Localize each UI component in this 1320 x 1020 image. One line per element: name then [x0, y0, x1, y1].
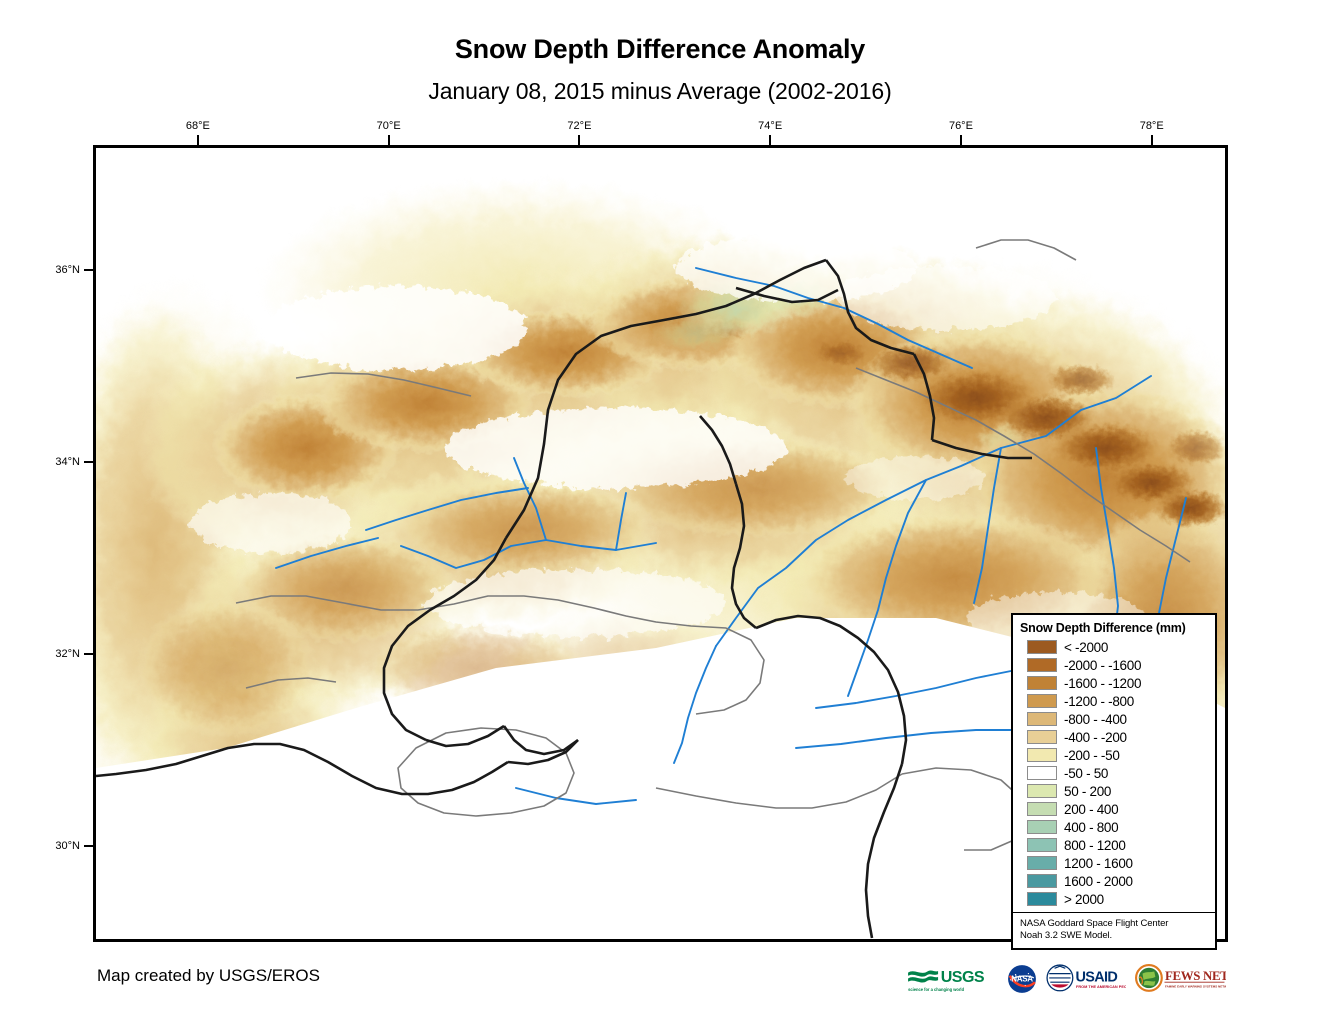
legend-label: -1600 - -1200 — [1064, 675, 1142, 691]
longitude-tick — [196, 135, 199, 145]
page-subtitle: January 08, 2015 minus Average (2002-201… — [428, 78, 892, 104]
latitude-tick — [84, 844, 94, 847]
legend-swatch — [1027, 694, 1057, 708]
legend-item: < -2000 — [1019, 638, 1209, 656]
latitude-tick — [84, 460, 94, 463]
svg-text:science for a changing world: science for a changing world — [908, 987, 965, 992]
legend-swatch — [1027, 712, 1057, 726]
longitude-tick — [769, 135, 772, 145]
legend-panel: Snow Depth Difference (mm) < -2000 -2000 … — [1011, 613, 1217, 950]
latitude-tick-label: 34°N — [55, 455, 80, 468]
svg-text:USAID: USAID — [1075, 970, 1117, 986]
usgs-logo[interactable]: USGS science for a changing world — [907, 964, 998, 994]
legend-item: -200 - -50 — [1019, 746, 1209, 764]
legend-item: 50 - 200 — [1019, 782, 1209, 800]
longitude-tick-label: 76°E — [948, 120, 973, 132]
svg-text:FAMINE EARLY WARNING SYSTEMS N: FAMINE EARLY WARNING SYSTEMS NETWORK — [1165, 985, 1226, 989]
legend-title: Snow Depth Difference (mm) — [1020, 621, 1186, 635]
legend-label: -200 - -50 — [1064, 747, 1120, 763]
legend-label: 1200 - 1600 — [1064, 855, 1133, 871]
logo-bar: USGS science for a changing world NASA U… — [907, 963, 1226, 995]
usaid-logo[interactable]: USAID FROM THE AMERICAN PEOPLE — [1046, 964, 1126, 994]
svg-text:USGS: USGS — [940, 968, 984, 986]
legend-item: 1600 - 2000 — [1019, 872, 1209, 890]
legend-footer-line: Noah 3.2 SWE Model. — [1020, 930, 1113, 941]
legend-item: 800 - 1200 — [1019, 836, 1209, 854]
legend-label: 50 - 200 — [1064, 783, 1112, 799]
longitude-tick — [1150, 135, 1153, 145]
legend-label: 800 - 1200 — [1064, 837, 1126, 853]
legend-item: 200 - 400 — [1019, 800, 1209, 818]
longitude-tick-label: 74°E — [758, 120, 783, 132]
legend-label: -50 - 50 — [1064, 765, 1109, 781]
longitude-tick-label: 72°E — [567, 120, 592, 132]
legend-swatch — [1027, 856, 1057, 870]
legend-swatch — [1027, 874, 1057, 888]
legend-item: -800 - -400 — [1019, 710, 1209, 728]
legend-label: -2000 - -1600 — [1064, 657, 1142, 673]
legend-label: -800 - -400 — [1064, 711, 1127, 727]
legend-footer: NASA Goddard Space Flight Center Noah 3.2… — [1013, 912, 1215, 944]
page-title: Snow Depth Difference Anomaly — [454, 34, 866, 64]
svg-text:NASA: NASA — [1011, 975, 1033, 984]
legend-item: -1600 - -1200 — [1019, 674, 1209, 692]
legend-swatch — [1027, 802, 1057, 816]
legend-swatch — [1027, 730, 1057, 744]
legend-label: 200 - 400 — [1064, 801, 1119, 817]
legend-swatch — [1027, 748, 1057, 762]
legend-swatch — [1027, 820, 1057, 834]
legend-swatch — [1027, 838, 1057, 852]
legend-swatch — [1027, 658, 1057, 672]
legend-item: -2000 - -1600 — [1019, 656, 1209, 674]
legend-items: < -2000 -2000 - -1600 -1600 - -1200 -1200 -… — [1019, 638, 1209, 908]
latitude-tick — [84, 268, 94, 271]
legend-item: 1200 - 1600 — [1019, 854, 1209, 872]
legend-label: 1600 - 2000 — [1064, 873, 1133, 889]
legend-label: -400 - -200 — [1064, 729, 1127, 745]
legend-item: -400 - -200 — [1019, 728, 1209, 746]
legend-item: > 2000 — [1019, 890, 1209, 908]
international-borders — [96, 258, 1032, 939]
legend-swatch — [1027, 640, 1057, 654]
legend-label: 400 - 800 — [1064, 819, 1119, 835]
map-raster — [96, 148, 1225, 939]
svg-text:FROM THE AMERICAN PEOPLE: FROM THE AMERICAN PEOPLE — [1076, 985, 1126, 989]
anomaly-band-extreme — [700, 316, 1225, 528]
legend-swatch — [1027, 676, 1057, 690]
latitude-tick-label: 30°N — [55, 839, 80, 852]
longitude-tick-label: 70°E — [376, 120, 401, 132]
latitude-tick-label: 36°N — [55, 263, 80, 276]
legend-swatch — [1027, 766, 1057, 780]
legend-label: -1200 - -800 — [1064, 693, 1134, 709]
lowland-whitespace — [96, 618, 1225, 939]
nasa-logo[interactable]: NASA — [1007, 964, 1037, 994]
longitude-tick — [387, 135, 390, 145]
longitude-tick — [959, 135, 962, 145]
longitude-tick — [578, 135, 581, 145]
longitude-tick-label: 68°E — [185, 120, 210, 132]
legend-footer-line: NASA Goddard Space Flight Center — [1020, 918, 1169, 929]
fewsnet-logo[interactable]: FEWS NET FAMINE EARLY WARNING SYSTEMS NE… — [1134, 964, 1226, 994]
latitude-tick — [84, 652, 94, 655]
legend-item: -50 - 50 — [1019, 764, 1209, 782]
longitude-tick-label: 78°E — [1139, 120, 1164, 132]
title-block: Snow Depth Difference Anomaly January 08… — [0, 0, 1320, 105]
legend-item: 400 - 800 — [1019, 818, 1209, 836]
legend-swatch — [1027, 892, 1057, 906]
latitude-tick-label: 32°N — [55, 647, 80, 660]
legend-swatch — [1027, 784, 1057, 798]
legend-label: > 2000 — [1064, 891, 1104, 907]
svg-text:FEWS NET: FEWS NET — [1165, 969, 1226, 983]
legend-item: -1200 - -800 — [1019, 692, 1209, 710]
legend-label: < -2000 — [1064, 639, 1109, 655]
map-credit: Map created by USGS/EROS — [97, 966, 320, 985]
